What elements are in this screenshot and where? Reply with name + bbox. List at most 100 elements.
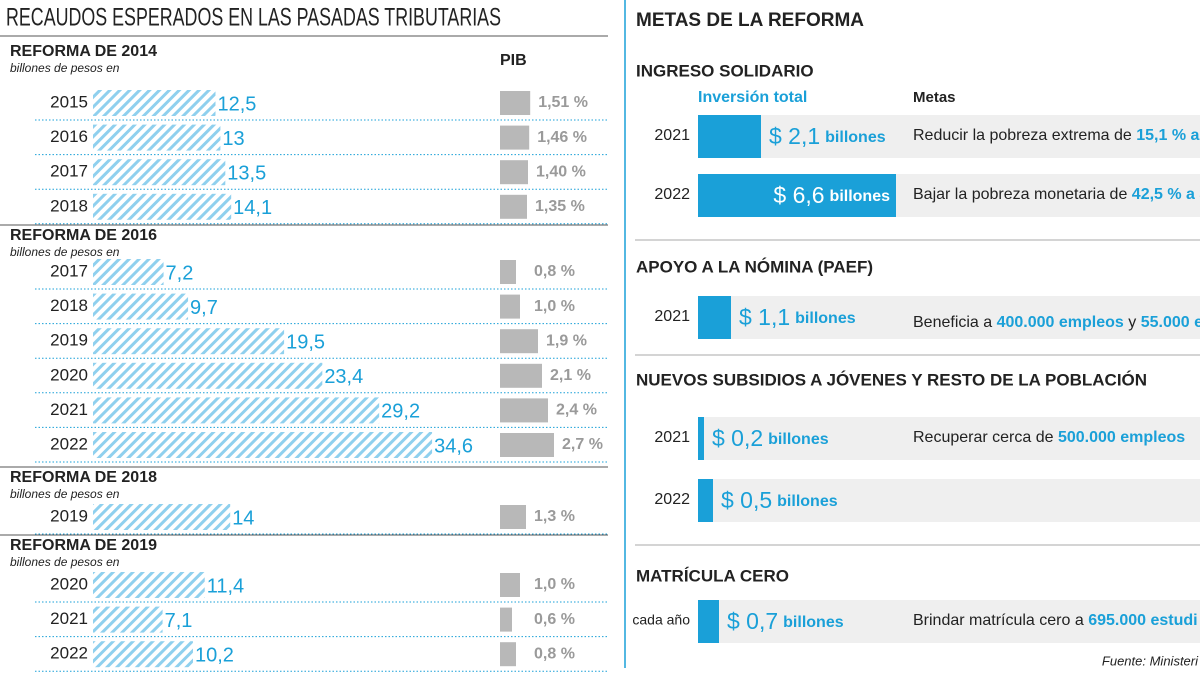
pib-label: 0,8 %	[534, 645, 575, 662]
value-label: 9,7	[190, 297, 218, 319]
investment-label: $ 0,2 billones	[712, 425, 829, 451]
pib-label: 1,46 %	[537, 129, 587, 146]
pib-label: 1,35 %	[535, 198, 585, 215]
investment-bar	[698, 600, 719, 643]
value-label: 13	[222, 128, 244, 150]
investment-unit: billones	[768, 431, 829, 448]
value-label: 7,2	[166, 262, 194, 284]
goal-highlight: 55.000 e	[1141, 314, 1200, 331]
investment-value: $ 0,5	[721, 487, 772, 513]
bar	[93, 606, 163, 633]
goal-text: Brindar matrícula cero a	[913, 612, 1088, 629]
reform-title: REFORMA DE 2016	[10, 227, 157, 244]
reform-subtitle: billones de pesos en	[10, 487, 120, 501]
pib-label: 2,4 %	[556, 402, 597, 419]
pib-bar	[500, 433, 554, 457]
bar	[93, 159, 226, 186]
goal: Brindar matrícula cero a 695.000 estudi	[913, 612, 1198, 629]
year-label: 2021	[50, 400, 88, 419]
goal: Beneficia a 400.000 empleos y 55.000 e	[913, 314, 1200, 331]
pib-label: 0,6 %	[534, 611, 575, 628]
pib-label: 0,8 %	[534, 263, 575, 280]
section-title: APOYO A LA NÓMINA (PAEF)	[636, 257, 873, 276]
goal-text: Beneficia a	[913, 314, 997, 331]
pib-label: 1,0 %	[534, 576, 575, 593]
year-label: 2017	[50, 261, 88, 280]
page-title: RECAUDOS ESPERADOS EN LAS PASADAS TRIBUT…	[6, 4, 501, 32]
investment-value: $ 1,1	[739, 304, 790, 330]
pib-bar	[500, 294, 520, 319]
goal-highlight: 695.000 estudi	[1088, 612, 1197, 629]
pib-bar	[500, 194, 527, 219]
value-label: 19,5	[286, 331, 325, 353]
goal: Recuperar cerca de 500.000 empleos	[913, 429, 1185, 446]
investment-value: $ 0,2	[712, 425, 763, 451]
goal: Bajar la pobreza monetaria de 42,5 % a 3	[913, 186, 1200, 203]
row-label: 2021	[654, 308, 690, 325]
bar	[93, 328, 285, 355]
metas-title: METAS DE LA REFORMA	[636, 10, 864, 31]
value-label: 29,2	[381, 401, 420, 423]
row-label: 2022	[654, 186, 690, 203]
pib-bar	[500, 573, 520, 597]
value-label: 10,2	[195, 644, 234, 666]
value-label: 11,4	[207, 575, 244, 597]
bar	[93, 124, 221, 151]
reform-title: REFORMA DE 2019	[10, 537, 157, 554]
investment-bar	[698, 479, 713, 522]
investment-label: $ 0,5 billones	[721, 487, 838, 513]
investment-bar	[698, 296, 731, 339]
pib-bar	[500, 505, 526, 529]
section-title: INGRESO SOLIDARIO	[636, 61, 814, 80]
row-strip	[698, 600, 1200, 643]
reform-subtitle: billones de pesos en	[10, 245, 120, 259]
year-label: 2020	[50, 365, 88, 384]
investment-value: $ 2,1	[769, 123, 820, 149]
pib-bar	[500, 260, 516, 284]
year-label: 2019	[50, 331, 88, 350]
year-label: 2019	[50, 506, 88, 525]
row-label: 2021	[654, 429, 690, 446]
bar	[93, 641, 193, 668]
pib-label: 2,1 %	[550, 367, 591, 384]
investment-bar	[698, 417, 704, 460]
goal-highlight: 15,1 % a 9	[1136, 127, 1200, 144]
row-label: 2022	[654, 491, 690, 508]
pib-bar	[500, 160, 528, 185]
pib-label: 1,0 %	[534, 298, 575, 315]
year-label: 2016	[50, 127, 88, 146]
investment-label: $ 1,1 billones	[739, 304, 856, 330]
investment-unit: billones	[777, 493, 838, 510]
goal: Reducir la pobreza extrema de 15,1 % a 9	[913, 127, 1200, 144]
value-label: 14	[232, 507, 254, 529]
pib-label: 1,40 %	[536, 163, 586, 180]
reform-title: REFORMA DE 2018	[10, 469, 157, 486]
row-strip	[698, 417, 1200, 460]
col-investment: Inversión total	[698, 89, 807, 106]
value-label: 14,1	[233, 197, 272, 219]
bar	[93, 293, 189, 320]
pib-bar	[500, 607, 512, 632]
investment-bar	[698, 115, 761, 158]
investment-unit: billones	[830, 188, 891, 205]
value-label: 23,4	[324, 366, 363, 388]
pib-bar	[500, 398, 548, 423]
pib-label: 1,9 %	[546, 332, 587, 349]
pib-label: 1,3 %	[534, 508, 575, 525]
investment-value: $ 0,7	[727, 608, 778, 634]
year-label: 2018	[50, 196, 88, 215]
pib-bar	[500, 642, 516, 667]
pib-bar	[500, 363, 542, 388]
bar	[93, 259, 164, 285]
goal-text: Bajar la pobreza monetaria de	[913, 186, 1132, 203]
pib-header: PIB	[500, 52, 527, 69]
year-label: 2021	[50, 609, 88, 628]
pib-label: 1,51 %	[538, 94, 588, 111]
goal-highlight: 400.000 empleos	[997, 314, 1124, 331]
row-label: cada año	[632, 612, 690, 628]
investment-value: $ 6,6	[773, 182, 824, 208]
source: Fuente: Ministeri	[1102, 653, 1199, 668]
year-label: 2020	[50, 574, 88, 593]
row-label: 2021	[654, 127, 690, 144]
bar	[93, 362, 323, 389]
